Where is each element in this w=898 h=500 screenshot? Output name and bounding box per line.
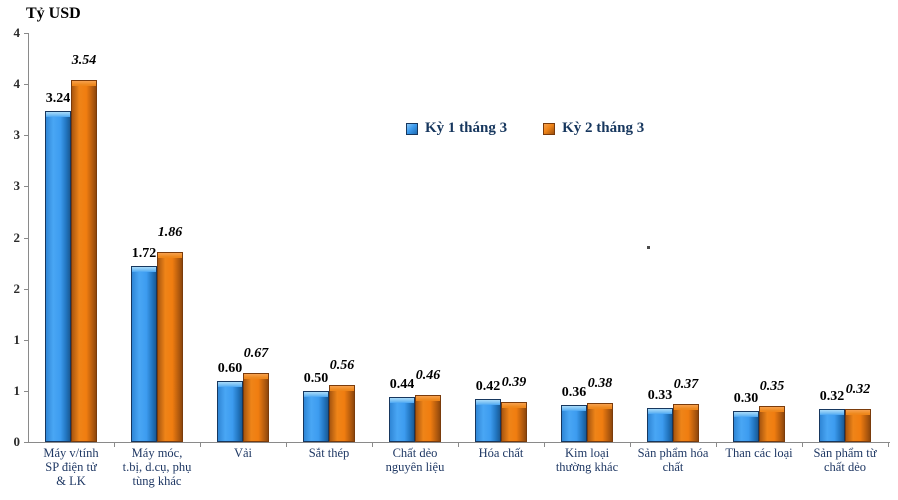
y-tick-label: 4 (13, 25, 21, 40)
bar-series2-cat4 (329, 385, 355, 442)
y-tick-mark (24, 442, 28, 443)
y-tick-mark (24, 186, 28, 188)
value-label-series1-cat4: 0.50 (303, 371, 329, 386)
y-tick-label: 1 (13, 382, 21, 398)
bar-series1-cat2 (131, 266, 157, 442)
value-label-series2-cat8: 0.37 (673, 377, 699, 392)
category-label-7: Kim loại thường khác (555, 446, 619, 474)
bar-series2-cat5 (415, 395, 441, 442)
y-tick-mark (24, 390, 28, 392)
value-label-series2-cat7: 0.38 (587, 376, 613, 391)
x-tick-mark (458, 443, 459, 447)
x-tick-mark (802, 443, 803, 447)
bar-series2-cat2 (157, 252, 183, 442)
x-tick-mark (544, 443, 545, 447)
category-label-5: Chất dẻo nguyên liệu (385, 446, 445, 474)
bar-series1-cat1 (45, 111, 71, 442)
stray-dot (647, 246, 650, 249)
legend-label: Kỳ 1 tháng 3 (425, 120, 508, 136)
value-label-series2-cat1: 3.54 (71, 53, 97, 68)
y-tick-label: 3 (13, 127, 21, 143)
bar-series1-cat5 (389, 397, 415, 442)
value-label-series2-cat9: 0.35 (759, 379, 785, 394)
value-label-series1-cat8: 0.33 (647, 388, 673, 403)
legend-swatch-icon (406, 122, 418, 135)
legend-entry-series1: Kỳ 1 tháng 3 (406, 120, 507, 137)
y-tick-label: 2 (13, 229, 21, 245)
chart-title: Tỷ USD (26, 5, 81, 22)
value-label-series2-cat5: 0.46 (415, 368, 441, 383)
bar-series1-cat7 (561, 405, 587, 442)
category-label-6: Hóa chất (478, 446, 524, 460)
value-label-series1-cat9: 0.30 (733, 391, 759, 406)
value-label-series1-cat6: 0.42 (475, 379, 501, 394)
bar-series1-cat4 (303, 391, 329, 442)
bar-series2-cat6 (501, 402, 527, 442)
legend: Kỳ 1 tháng 3 Kỳ 2 tháng 3 (406, 120, 644, 137)
bar-series1-cat6 (475, 399, 501, 442)
bar-series1-cat10 (819, 409, 845, 442)
value-label-series2-cat3: 0.67 (243, 346, 269, 361)
value-label-series1-cat3: 0.60 (217, 361, 243, 376)
y-tick-mark (24, 339, 28, 341)
y-tick-label: 4 (13, 76, 21, 92)
y-tick-mark (24, 288, 28, 290)
category-label-9: Than các loại (725, 446, 793, 460)
x-tick-mark (888, 443, 889, 447)
y-axis-line (28, 33, 29, 443)
y-tick-label: 1 (13, 331, 21, 347)
y-tick-label: 2 (13, 280, 21, 296)
category-label-4: Sắt thép (308, 446, 350, 460)
value-label-series1-cat2: 1.72 (131, 246, 157, 261)
bar-series1-cat9 (733, 411, 759, 442)
y-tick-mark (24, 135, 28, 137)
value-label-series2-cat2: 1.86 (157, 225, 183, 240)
y-tick-mark (24, 33, 28, 34)
category-label-2: Máy móc, t.bị, d.cụ, phụ tùng khác (122, 446, 192, 488)
x-axis-line (28, 442, 890, 443)
plot-area: 3.24 3.54 1.72 1.86 0.60 0.67 0.50 0.56 0.44 0.46… (28, 33, 888, 442)
legend-entry-series2: Kỳ 2 tháng 3 (543, 120, 644, 137)
value-label-series1-cat10: 0.32 (819, 389, 845, 404)
x-tick-mark (200, 443, 201, 447)
x-tick-mark (372, 443, 373, 447)
x-tick-mark (630, 443, 631, 447)
y-tick-label: 3 (13, 178, 21, 194)
value-label-series2-cat10: 0.32 (845, 382, 871, 397)
value-label-series1-cat5: 0.44 (389, 377, 415, 392)
bar-series2-cat10 (845, 409, 871, 442)
legend-swatch-icon (543, 122, 556, 135)
y-tick-mark (24, 237, 28, 239)
bar-series2-cat9 (759, 406, 785, 442)
bar-series2-cat3 (243, 373, 269, 442)
bar-series1-cat3 (217, 381, 243, 442)
category-label-8: Sản phẩm hóa chất (637, 446, 709, 474)
bar-series2-cat1 (71, 80, 97, 442)
x-tick-mark (716, 443, 717, 447)
category-label-1: Máy v/tính SP điện tử & LK (43, 446, 99, 488)
value-label-series2-cat4: 0.56 (329, 358, 355, 373)
y-tick-mark (24, 84, 28, 86)
value-label-series1-cat1: 3.24 (45, 91, 71, 106)
legend-label: Kỳ 2 tháng 3 (562, 120, 645, 136)
bar-series2-cat8 (673, 404, 699, 442)
category-label-10: Sản phẩm từ chất dẻo (813, 446, 877, 474)
x-tick-mark (114, 443, 115, 447)
category-label-3: Vải (233, 446, 253, 460)
bar-series2-cat7 (587, 403, 613, 442)
bar-series1-cat8 (647, 408, 673, 442)
x-tick-mark (286, 443, 287, 447)
y-tick-label: 0 (13, 434, 21, 449)
value-label-series2-cat6: 0.39 (501, 375, 527, 390)
value-label-series1-cat7: 0.36 (561, 385, 587, 400)
